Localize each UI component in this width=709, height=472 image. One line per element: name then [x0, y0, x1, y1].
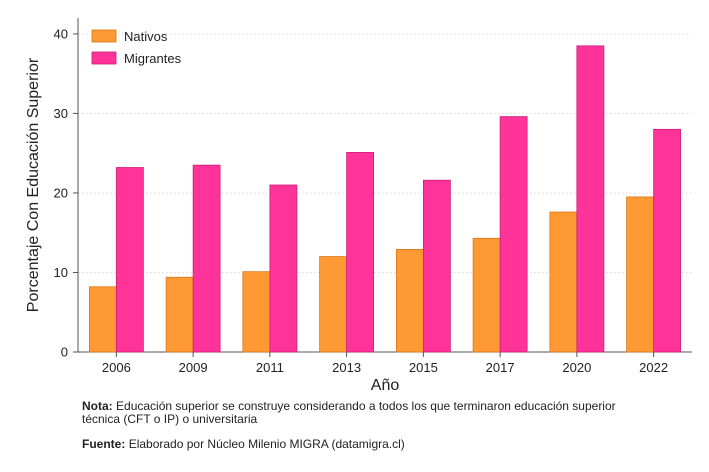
- x-tick-label: 2009: [179, 360, 208, 375]
- note-label: Nota:: [82, 399, 113, 413]
- x-tick-label: 2015: [409, 360, 438, 375]
- bar-migrantes: [422, 179, 451, 353]
- source-text: Elaborado por Núcleo Milenio MIGRA (data…: [128, 437, 405, 451]
- bar-nativos: [549, 211, 578, 353]
- legend-swatch-nativos: [91, 29, 117, 43]
- x-tick-label: 2006: [102, 360, 131, 375]
- x-tick-label: 2020: [562, 360, 591, 375]
- legend-label-migrantes: Migrantes: [124, 51, 182, 66]
- y-tick-label: 20: [54, 185, 68, 200]
- bar-migrantes: [346, 151, 375, 353]
- y-tick-label: 0: [61, 345, 68, 360]
- source-label: Fuente:: [82, 437, 126, 451]
- x-tick-label: 2017: [486, 360, 515, 375]
- y-axis-title: Porcentaje Con Educación Superior: [25, 57, 42, 312]
- legend-swatch-migrantes: [91, 51, 117, 65]
- note-line: Nota: Educación superior se construye co…: [82, 400, 642, 426]
- y-tick-label: 40: [54, 26, 68, 41]
- bar-nativos: [472, 237, 501, 353]
- bar-nativos: [395, 249, 424, 353]
- bar-nativos: [242, 271, 271, 353]
- y-tick-label: 30: [54, 106, 68, 121]
- legend-label-nativos: Nativos: [124, 29, 168, 44]
- bar-nativos: [165, 276, 194, 353]
- chart-notes: Nota: Educación superior se construye co…: [82, 400, 642, 451]
- bar-nativos: [626, 196, 655, 353]
- bar-nativos: [319, 256, 348, 353]
- bar-migrantes: [115, 167, 144, 353]
- bar-migrantes: [499, 116, 528, 353]
- x-axis-title: Año: [371, 377, 400, 394]
- bar-nativos: [88, 286, 117, 353]
- note-text: Educación superior se construye consider…: [82, 399, 616, 426]
- y-tick-label: 10: [54, 265, 68, 280]
- bar-migrantes: [192, 164, 221, 353]
- bar-migrantes: [576, 45, 605, 353]
- x-tick-label: 2022: [639, 360, 668, 375]
- bar-migrantes: [653, 128, 682, 353]
- source-line: Fuente: Elaborado por Núcleo Milenio MIG…: [82, 438, 642, 451]
- x-tick-label: 2013: [332, 360, 361, 375]
- x-tick-label: 2011: [256, 360, 284, 375]
- bar-migrantes: [269, 184, 298, 353]
